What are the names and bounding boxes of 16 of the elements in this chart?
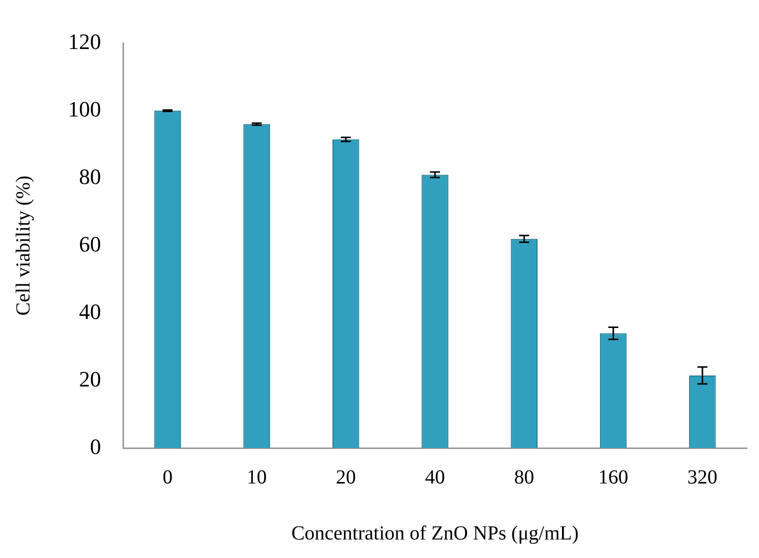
x-tick-label: 0 bbox=[162, 466, 173, 488]
y-axis-title: Cell viability (%) bbox=[12, 176, 34, 316]
x-tick-label: 80 bbox=[514, 466, 534, 488]
x-tick-label: 10 bbox=[246, 466, 267, 488]
y-tick-label: 20 bbox=[79, 366, 101, 392]
y-tick-label: 40 bbox=[79, 298, 101, 324]
y-tick-label: 60 bbox=[79, 231, 101, 256]
x-tick-label: 160 bbox=[598, 466, 628, 488]
x-tick-label: 320 bbox=[687, 466, 718, 488]
x-tick-label: 40 bbox=[425, 466, 445, 488]
x-axis-title: Concentration of ZnO NPs (μg/mL) bbox=[291, 522, 579, 544]
y-tick-label: 0 bbox=[90, 434, 101, 459]
x-tick-label: 20 bbox=[336, 466, 356, 488]
y-tick-label: 120 bbox=[68, 28, 101, 54]
y-tick-label: 100 bbox=[68, 96, 101, 122]
y-tick-label: 80 bbox=[79, 164, 101, 189]
